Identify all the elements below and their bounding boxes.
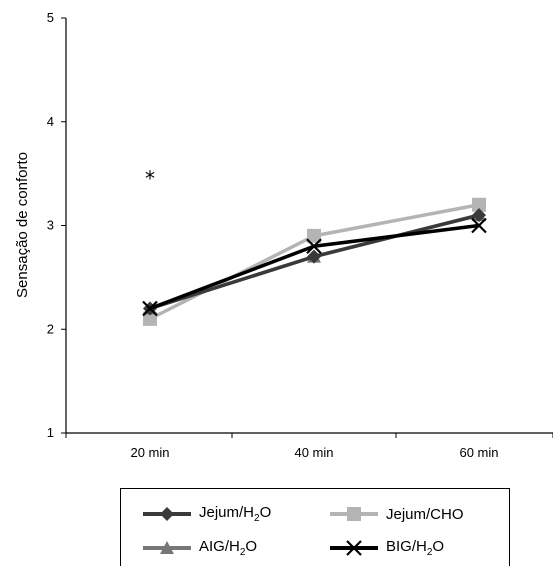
data-point-marker — [306, 238, 322, 255]
y-axis-ticks: 1 2 3 4 5 — [47, 10, 66, 440]
data-point-marker — [142, 300, 158, 317]
y-tick-label: 3 — [47, 218, 54, 233]
marker-stroke — [346, 540, 362, 556]
y-tick-label: 1 — [47, 425, 54, 440]
data-point-marker — [307, 228, 321, 243]
series-jejum-h2o — [143, 208, 486, 316]
data-point-marker — [472, 197, 486, 212]
legend-item-big-h2o: BIG/H2O — [328, 535, 444, 561]
legend-swatch — [143, 541, 191, 554]
data-point-marker — [472, 208, 486, 223]
legend-label-tail: O — [245, 538, 258, 555]
data-point-marker — [471, 217, 487, 234]
legend-label-subscript: 2 — [239, 547, 246, 558]
series-layer — [142, 197, 487, 326]
legend-swatch — [330, 507, 378, 521]
legend-label-tail: O — [432, 538, 445, 555]
x-axis-ticks: 20 min 40 min 60 min — [65, 433, 553, 460]
legend-label: AIG/H — [199, 538, 240, 555]
chart-annotations: * — [145, 167, 155, 191]
legend-swatch — [143, 507, 191, 521]
significance-asterisk: * — [145, 167, 155, 191]
legend-item-jejum-cho: Jejum/CHO — [328, 501, 464, 527]
marker-stroke — [306, 238, 322, 255]
legend-marker — [346, 540, 362, 556]
legend-label-tail: O — [259, 504, 272, 521]
legend-label: Jejum/CHO — [386, 505, 464, 523]
legend-swatch — [330, 540, 378, 556]
legend-marker — [160, 541, 174, 554]
legend-label-subscript: 2 — [254, 513, 260, 524]
data-point-marker — [307, 249, 321, 264]
y-tick-label: 5 — [47, 10, 54, 25]
x-tick-label: 60 min — [459, 445, 498, 460]
legend-marker — [160, 507, 174, 521]
data-point-marker — [143, 311, 157, 326]
series-big-h2o — [142, 217, 487, 317]
line-chart: 1 2 3 4 5 20 min 40 min 60 min Sensação de con… — [14, 10, 553, 460]
y-axis-label: Sensação de conforto — [14, 152, 31, 298]
y-tick-label: 4 — [47, 114, 54, 129]
y-tick-label: 2 — [47, 321, 54, 336]
legend-marker — [347, 507, 361, 521]
legend-item-aig-h2o: AIG/H2O — [141, 535, 257, 561]
legend-label: BIG/H — [386, 538, 427, 555]
legend-item-jejum-h2o: Jejum/H2O — [141, 501, 271, 527]
x-tick-label: 40 min — [294, 445, 333, 460]
marker-stroke — [471, 217, 487, 234]
legend-label: Jejum/H — [199, 504, 255, 521]
chart-legend: Jejum/H2O Jejum/CHO AIG/H2O BIG/H2O — [120, 488, 510, 566]
marker-stroke — [142, 300, 158, 317]
x-tick-label: 20 min — [130, 445, 169, 460]
legend-label-subscript: 2 — [426, 547, 433, 558]
